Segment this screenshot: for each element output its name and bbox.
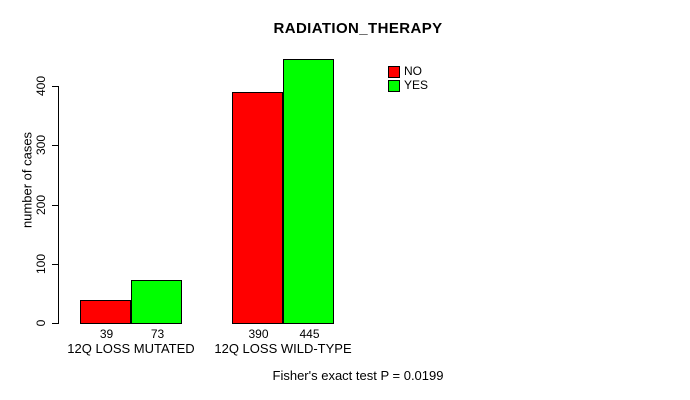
- chart-title: RADIATION_THERAPY: [273, 20, 443, 37]
- y-tick-label: 100: [34, 253, 48, 275]
- y-tick-label: 200: [34, 194, 48, 216]
- y-tick: [52, 145, 59, 146]
- legend-entry-no: NO: [388, 65, 428, 78]
- bar-no-group1: [80, 300, 131, 324]
- bar-value-label: 445: [299, 327, 320, 341]
- legend-label-no: NO: [404, 64, 422, 78]
- category-label: 12Q LOSS WILD-TYPE: [214, 341, 352, 356]
- y-tick-label: 300: [34, 134, 48, 156]
- category-label: 12Q LOSS MUTATED: [67, 341, 195, 356]
- legend-entry-yes: YES: [388, 79, 428, 92]
- y-tick-label: 400: [34, 75, 48, 97]
- y-tick: [52, 264, 59, 265]
- bar-no-group2: [232, 92, 283, 324]
- legend: NO YES: [388, 65, 428, 93]
- y-tick: [52, 205, 59, 206]
- legend-swatch-yes: [388, 79, 400, 92]
- bar-yes-group1: [131, 280, 182, 324]
- y-tick: [52, 86, 59, 87]
- legend-label-yes: YES: [404, 78, 429, 92]
- bar-value-label: 39: [99, 327, 114, 341]
- bar-value-label: 73: [150, 327, 165, 341]
- y-tick-label: 0: [34, 319, 48, 327]
- legend-swatch-no: [388, 65, 400, 78]
- stat-test-annotation: Fisher's exact test P = 0.0199: [272, 368, 444, 383]
- bar-yes-group2: [283, 59, 334, 324]
- y-axis-title: number of cases: [19, 131, 35, 229]
- y-tick: [52, 323, 59, 324]
- bar-value-label: 390: [248, 327, 269, 341]
